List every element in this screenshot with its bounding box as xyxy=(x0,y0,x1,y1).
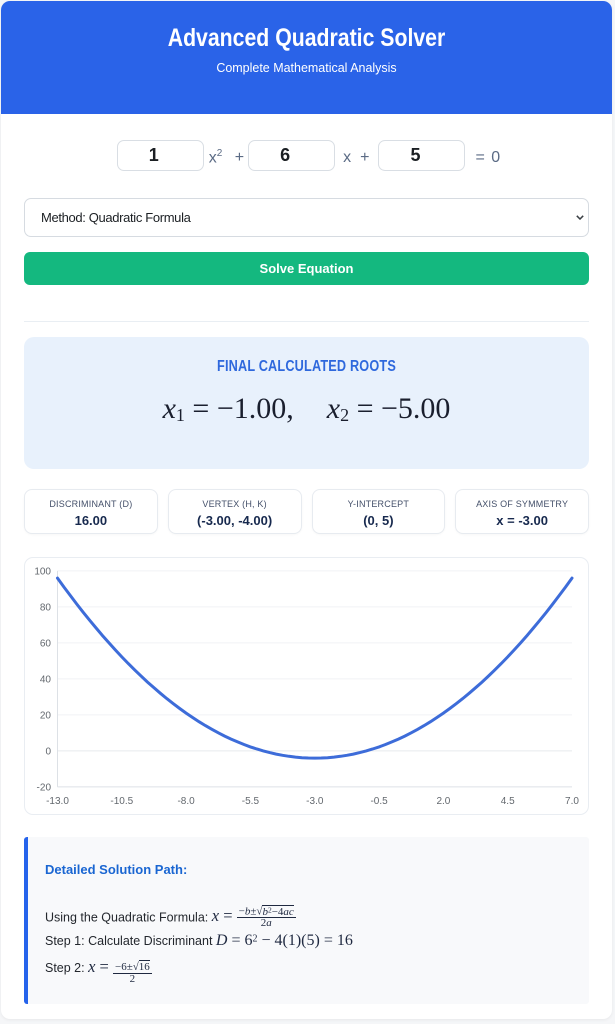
svg-text:-5.5: -5.5 xyxy=(242,796,260,807)
svg-text:-3.0: -3.0 xyxy=(306,796,324,807)
svg-text:2.0: 2.0 xyxy=(436,796,450,807)
svg-text:20: 20 xyxy=(40,710,52,721)
svg-text:60: 60 xyxy=(40,638,52,649)
svg-text:-10.5: -10.5 xyxy=(110,796,133,807)
svg-text:-8.0: -8.0 xyxy=(177,796,195,807)
svg-text:100: 100 xyxy=(34,566,51,577)
svg-text:0: 0 xyxy=(45,746,51,757)
svg-text:7.0: 7.0 xyxy=(565,796,579,807)
svg-text:40: 40 xyxy=(40,674,52,685)
svg-text:4.5: 4.5 xyxy=(501,796,515,807)
svg-text:-13.0: -13.0 xyxy=(46,796,69,807)
svg-text:-0.5: -0.5 xyxy=(370,796,388,807)
svg-text:-20: -20 xyxy=(37,782,52,793)
svg-text:80: 80 xyxy=(40,602,52,613)
